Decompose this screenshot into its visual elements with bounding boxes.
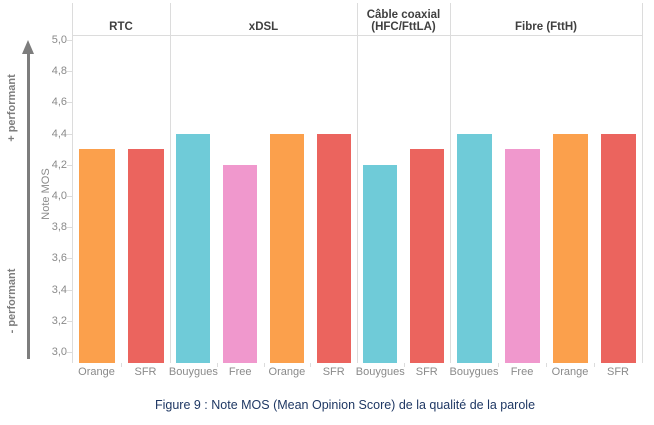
category-label: Bouygues [168, 366, 218, 378]
y-tick-label: 3,0 [51, 346, 67, 358]
bar-sfr [409, 149, 444, 363]
y-tick-label: 4,6 [51, 96, 67, 109]
category-label: SFR [607, 366, 629, 378]
y-tick-mark [67, 133, 72, 135]
bar-bouygues [176, 133, 211, 363]
category-tick-mark [121, 363, 122, 367]
y-axis-line [72, 3, 73, 363]
bar-sfr [600, 133, 636, 363]
panel-separator-line [170, 3, 171, 363]
category-tick-mark [594, 363, 595, 367]
category-label: SFR [134, 366, 157, 378]
category-tick-mark [403, 363, 405, 367]
y-tick-label: 3,2 [51, 314, 67, 327]
y-tick-mark [67, 196, 72, 197]
category-tick-mark [216, 363, 218, 367]
panel-header: Câble coaxial (HFC/FttLA) [366, 9, 441, 33]
category-label: SFR [415, 366, 438, 378]
category-label: Free [510, 366, 534, 378]
category-label: Bouygues [355, 366, 405, 378]
category-label: Orange [268, 366, 306, 378]
y-tick-label: 4,0 [51, 190, 67, 202]
y-tick-mark [67, 258, 72, 260]
bar-sfr [316, 133, 351, 363]
bar-bouygues [456, 133, 492, 363]
y-tick-mark [67, 71, 72, 73]
header-separator-line [72, 35, 642, 36]
y-tick-label: 3,8 [51, 221, 67, 234]
y-tick-label: 4,8 [51, 65, 67, 78]
category-tick-mark [310, 363, 312, 367]
y-tick-label: 5,0 [51, 34, 67, 46]
category-label: Bouygues [449, 366, 499, 378]
figure-caption: Figure 9 : Note MOS (Mean Opinion Score)… [154, 398, 536, 412]
category-tick-mark [498, 363, 499, 367]
category-tick-mark [263, 363, 265, 367]
panel-separator-line [450, 3, 451, 363]
performance-arrow-line [27, 52, 30, 359]
bar-free [504, 149, 540, 363]
y-tick-mark [67, 40, 72, 41]
category-label: Orange [78, 366, 115, 378]
bar-orange [552, 133, 588, 363]
y-tick-label: 3,4 [51, 283, 67, 296]
category-label: Orange [551, 366, 589, 378]
y-tick-mark [67, 164, 72, 166]
category-label: SFR [322, 366, 345, 378]
bar-orange [78, 149, 115, 363]
y-tick-mark [67, 320, 72, 322]
category-label: Free [228, 366, 252, 378]
more-performant-label: + performant [6, 74, 18, 142]
y-tick-mark [67, 289, 72, 291]
y-tick-mark [67, 102, 72, 104]
bar-free [223, 164, 258, 363]
y-tick-mark [67, 227, 72, 229]
bar-sfr [127, 149, 164, 363]
panel-header: xDSL [248, 21, 279, 33]
bar-bouygues [363, 164, 398, 363]
performance-arrow-head-icon [22, 40, 34, 54]
panel-separator-line [357, 3, 358, 363]
y-tick-mark [67, 352, 72, 353]
panel-header: RTC [109, 21, 133, 33]
less-performant-label: - performant [6, 268, 18, 334]
panel-header: Fibre (FttH) [515, 21, 577, 33]
bar-orange [269, 133, 304, 363]
panel-separator-line [642, 3, 643, 363]
y-tick-label: 4,4 [51, 127, 67, 140]
y-tick-label: 3,6 [51, 252, 67, 265]
y-tick-label: 4,2 [51, 158, 67, 171]
category-tick-mark [546, 363, 547, 367]
